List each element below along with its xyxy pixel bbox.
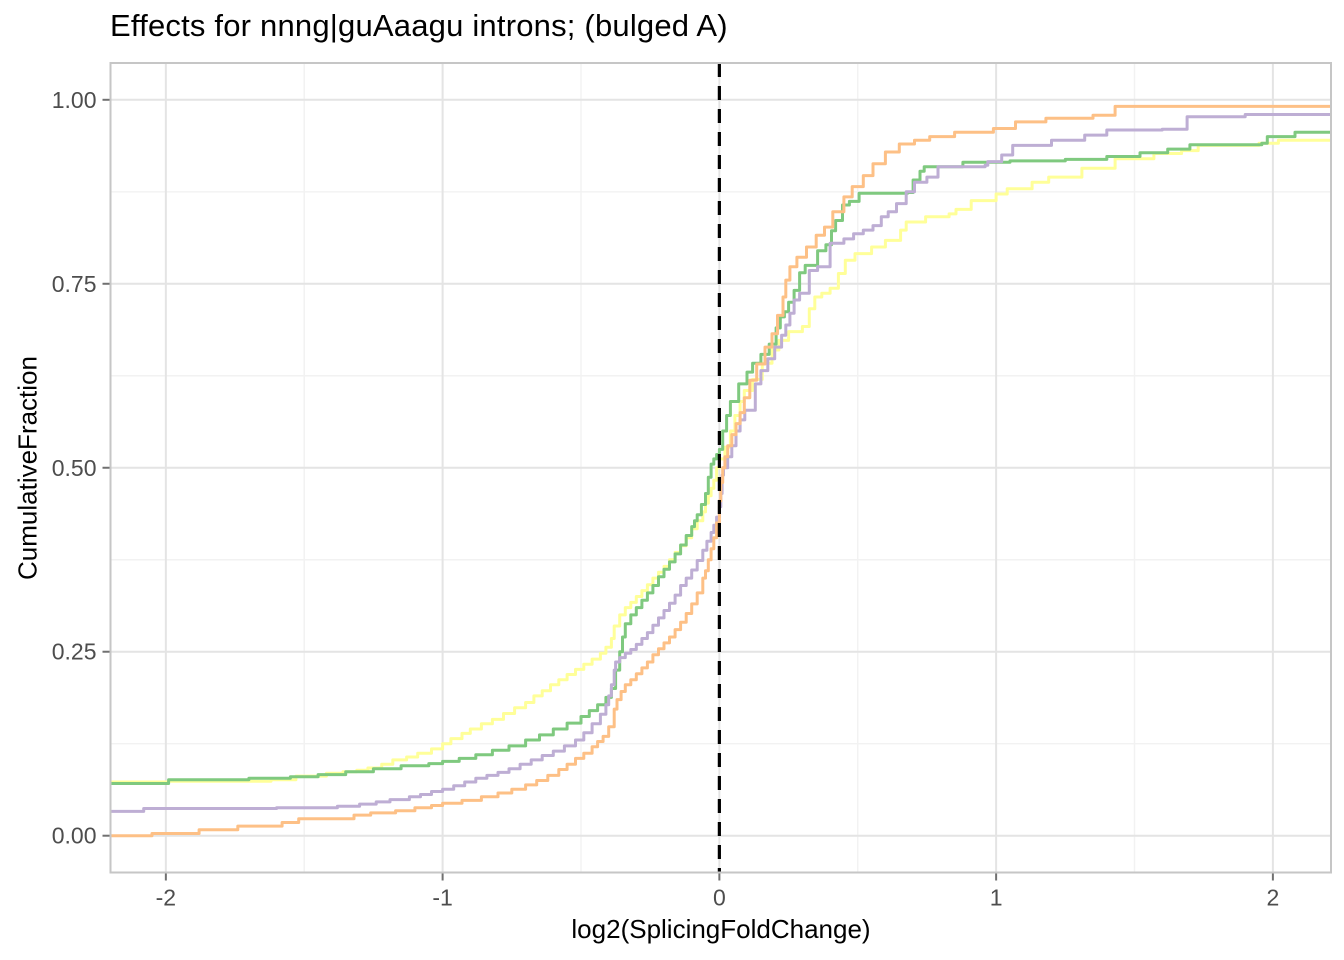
y-tick-label: 0.50 [52, 455, 97, 481]
x-axis-title: log2(SplicingFoldChange) [0, 914, 1344, 945]
x-tick-label: 2 [1266, 885, 1279, 911]
x-axis-title-text: log2(SplicingFoldChange) [571, 914, 871, 944]
panel-border [109, 62, 1332, 874]
y-tick-label: 0.75 [52, 271, 97, 297]
y-tick-label: 0.00 [52, 823, 97, 849]
y-axis-title: CumulativeFraction [12, 356, 43, 580]
x-tick-labels: -2 -1 0 1 2 [156, 885, 1280, 911]
ecdf-line-purple [110, 113, 1331, 813]
ecdf-curves [110, 104, 1331, 838]
x-tick-label: -1 [432, 885, 452, 911]
x-tick-label: 0 [713, 885, 726, 911]
axis-tick-marks [102, 98, 1274, 881]
ecdf-line-orange [110, 104, 1331, 838]
y-tick-labels: 0.00 0.25 0.50 0.75 1.00 [52, 87, 97, 849]
x-tick-label: 1 [990, 885, 1003, 911]
x-tick-label: -2 [156, 885, 176, 911]
y-tick-label: 1.00 [52, 87, 97, 113]
ecdf-line-yellow [110, 138, 1331, 784]
y-tick-label: 0.25 [52, 639, 97, 665]
plot-title: Effects for nnng|guAaagu introns; (bulge… [110, 8, 728, 43]
